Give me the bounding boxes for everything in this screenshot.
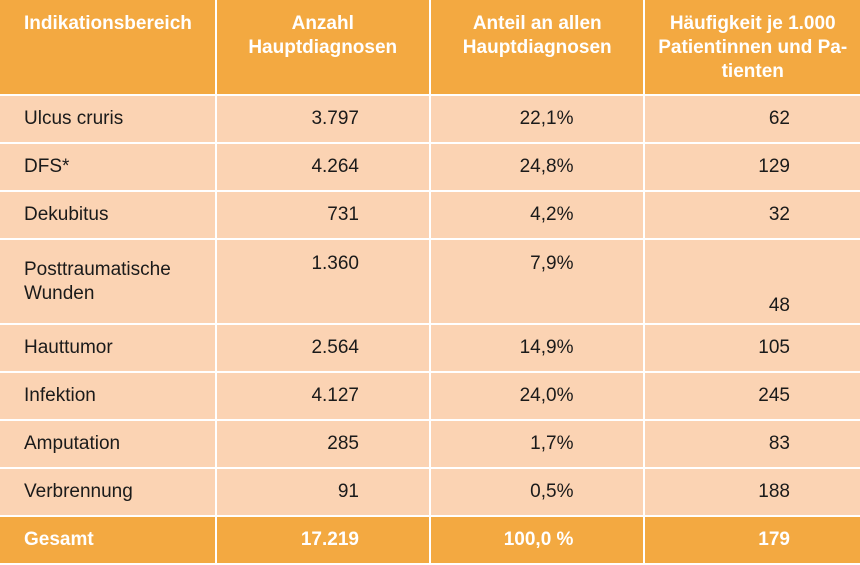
header-frequency-line1: Häufigkeit je 1.000 (669, 13, 836, 34)
row-count: 3.797 (216, 96, 429, 142)
row-frequency: 129 (645, 144, 860, 190)
row-frequency: 83 (645, 421, 860, 467)
row-share: 14,9% (430, 325, 644, 371)
row-count: 4.264 (216, 144, 429, 190)
row-count: 731 (216, 192, 429, 238)
table-row: Hauttumor 2.564 14,9% 105 (0, 325, 860, 371)
row-share: 1,7% (430, 421, 644, 467)
header-share-line2: Hauptdiagnosen (462, 37, 612, 58)
row-share: 4,2% (430, 192, 644, 238)
total-label: Gesamt (0, 517, 215, 563)
header-frequency: Häufigkeit je 1.000 Patientinnen und Pa-… (645, 0, 860, 94)
header-indication: Indikationsbereich (0, 0, 215, 94)
row-count: 2.564 (216, 325, 429, 371)
row-indication: DFS* (0, 144, 215, 190)
header-share-line1: Anteil an allen (472, 13, 602, 34)
header-frequency-line2: Patientinnen und Pa- (658, 37, 848, 58)
header-count-line1: Anzahl (291, 13, 354, 34)
row-indication: Posttraumatische Wunden (0, 240, 215, 323)
total-frequency: 179 (645, 517, 860, 563)
row-share: 7,9% (430, 240, 644, 323)
row-share: 24,0% (430, 373, 644, 419)
row-frequency: 62 (645, 96, 860, 142)
row-indication: Hauttumor (0, 325, 215, 371)
header-row: Indikationsbereich Anzahl Hauptdiagnosen… (0, 0, 860, 94)
row-share: 0,5% (430, 469, 644, 515)
row-count: 91 (216, 469, 429, 515)
row-count: 285 (216, 421, 429, 467)
header-count-line2: Hauptdiagnosen (248, 37, 398, 58)
row-frequency: 32 (645, 192, 860, 238)
total-count: 17.219 (216, 517, 429, 563)
row-count: 4.127 (216, 373, 429, 419)
table-row: Infektion 4.127 24,0% 245 (0, 373, 860, 419)
header-share: Anteil an allen Hauptdiagnosen (430, 0, 644, 94)
total-share: 100,0 % (430, 517, 644, 563)
row-indication: Dekubitus (0, 192, 215, 238)
row-share: 22,1% (430, 96, 644, 142)
table-row: Verbrennung 91 0,5% 188 (0, 469, 860, 515)
row-frequency: 188 (645, 469, 860, 515)
row-indication: Verbrennung (0, 469, 215, 515)
table-row: Amputation 285 1,7% 83 (0, 421, 860, 467)
row-share: 24,8% (430, 144, 644, 190)
table-row: Posttraumatische Wunden 1.360 7,9% 48 (0, 240, 860, 323)
row-count: 1.360 (216, 240, 429, 323)
row-frequency: 105 (645, 325, 860, 371)
table-row: Dekubitus 731 4,2% 32 (0, 192, 860, 238)
table-row: DFS* 4.264 24,8% 129 (0, 144, 860, 190)
row-indication-line2: Wunden (24, 282, 95, 304)
total-row: Gesamt 17.219 100,0 % 179 (0, 517, 860, 563)
table-row: Ulcus cruris 3.797 22,1% 62 (0, 96, 860, 142)
header-indication-label: Indikationsbereich (24, 13, 192, 34)
row-indication: Amputation (0, 421, 215, 467)
row-indication-line1: Posttraumatische (24, 258, 171, 280)
row-frequency: 48 (645, 240, 860, 323)
row-indication: Ulcus cruris (0, 96, 215, 142)
header-frequency-line3: tienten (721, 61, 784, 82)
row-frequency: 245 (645, 373, 860, 419)
row-indication: Infektion (0, 373, 215, 419)
header-count: Anzahl Hauptdiagnosen (216, 0, 429, 94)
